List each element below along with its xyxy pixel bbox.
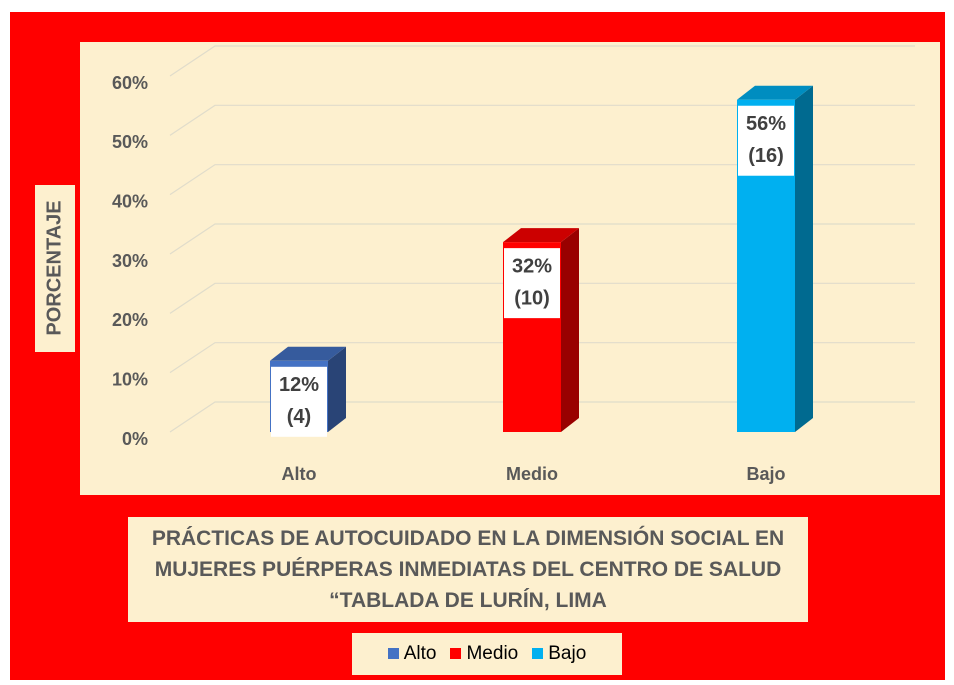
x-tick-label: Alto: [282, 464, 317, 484]
legend-item: Alto: [387, 643, 437, 665]
grid-line: [169, 282, 915, 314]
bar-top: [270, 346, 346, 361]
y-tick-label: 0%: [122, 429, 148, 449]
legend-item: Bajo: [532, 643, 586, 665]
bar-side: [561, 228, 579, 432]
bar-side: [795, 85, 813, 432]
y-tick-label: 30%: [112, 251, 148, 271]
data-label-count: (4): [287, 406, 311, 428]
x-tick-label: Medio: [506, 464, 558, 484]
y-label-box: [35, 185, 75, 352]
data-label-box: [504, 248, 560, 319]
data-label-count: (10): [514, 287, 550, 309]
y-tick-label: 60%: [112, 73, 148, 93]
chart-title: PRÁCTICAS DE AUTOCUIDADO EN LA DIMENSIÓN…: [128, 517, 808, 622]
y-axis-label: PORCENTAJE: [43, 200, 65, 335]
grid-line: [169, 45, 915, 77]
legend: Alto Medio Bajo: [352, 633, 622, 675]
legend-item: Medio: [450, 643, 518, 665]
legend-swatch: [387, 648, 399, 659]
data-label-box: [271, 366, 327, 437]
data-label: 32%: [512, 255, 552, 277]
grid-line: [169, 223, 915, 255]
grid-line: [169, 104, 915, 136]
legend-label: Bajo: [548, 643, 587, 664]
data-label: 56%: [746, 113, 786, 135]
bar-side: [328, 346, 346, 432]
y-tick-label: 10%: [112, 369, 148, 389]
grid-line: [169, 342, 915, 374]
data-label-count: (16): [748, 145, 784, 167]
x-tick-label: Bajo: [746, 464, 785, 484]
legend-label: Medio: [466, 643, 519, 664]
legend-swatch: [450, 648, 462, 659]
y-tick-label: 40%: [112, 191, 148, 211]
y-tick-label: 20%: [112, 310, 148, 330]
data-label-box: [738, 105, 794, 176]
bar-top: [737, 85, 813, 100]
grid-line: [169, 164, 915, 196]
data-label: 12%: [279, 374, 319, 396]
grid-line: [169, 401, 915, 433]
legend-label: Alto: [403, 643, 437, 664]
bar-top: [503, 228, 579, 243]
y-tick-label: 50%: [112, 132, 148, 152]
legend-swatch: [532, 648, 544, 659]
